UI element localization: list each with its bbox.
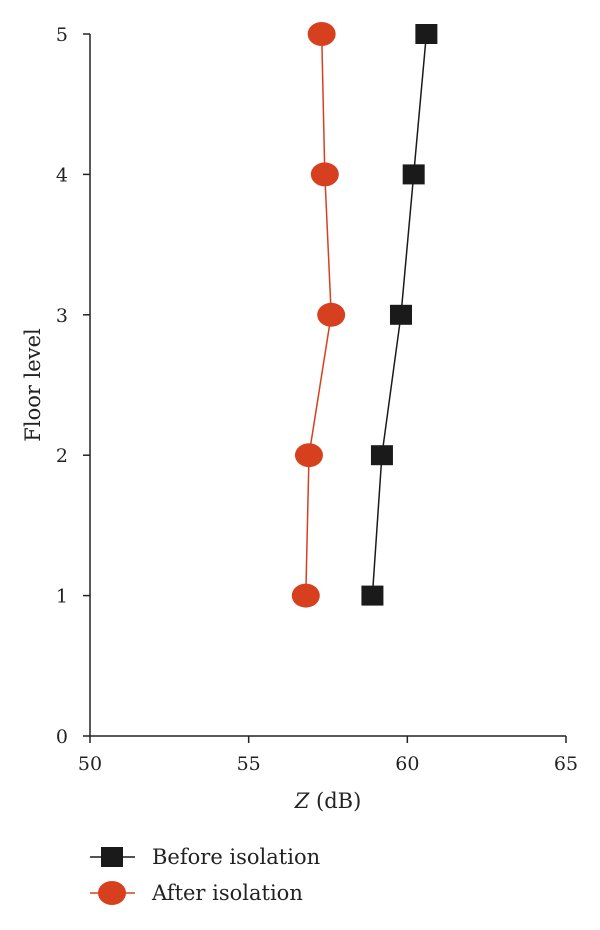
data-point-after-isolation [307,22,336,46]
y-tick-label: 0 [56,726,68,748]
data-point-after-isolation [310,162,339,187]
x-axis-title: Z (dB) [294,789,362,813]
data-point-after-isolation [294,443,323,468]
x-axis-title-variable: Z [294,789,310,813]
data-point-before-isolation [415,24,438,44]
x-tick-label: 55 [237,753,261,775]
y-tick-label: 4 [56,164,68,186]
legend-item-after-isolation: After isolation [90,881,303,905]
legend-label: After isolation [151,881,303,905]
ticks: 50 55 60 65 0 1 2 3 4 5 [56,24,578,775]
y-tick-label: 3 [56,305,68,327]
x-tick-label: 60 [395,753,419,775]
series-after-isolation [291,22,346,608]
y-axis-title: Floor level [21,328,45,442]
y-tick-label: 2 [56,445,68,467]
series [291,22,438,608]
y-tick-label: 1 [56,586,68,608]
x-axis-title-unit: (dB) [309,789,361,813]
axes [89,34,566,737]
legend: Before isolation After isolation [90,845,320,905]
data-point-before-isolation [389,304,412,325]
series-before-isolation [361,24,438,606]
data-point-after-isolation [291,583,320,608]
data-point-after-isolation [317,302,346,327]
legend-label: Before isolation [152,845,320,869]
legend-marker-after-isolation [98,881,126,905]
legend-marker-before-isolation [101,847,123,867]
x-tick-label: 65 [554,753,578,775]
data-point-before-isolation [402,164,425,185]
legend-item-before-isolation: Before isolation [90,845,320,869]
x-tick-label: 50 [78,753,102,775]
y-tick-label: 5 [56,24,68,46]
data-point-before-isolation [361,585,384,606]
data-point-before-isolation [370,445,393,466]
